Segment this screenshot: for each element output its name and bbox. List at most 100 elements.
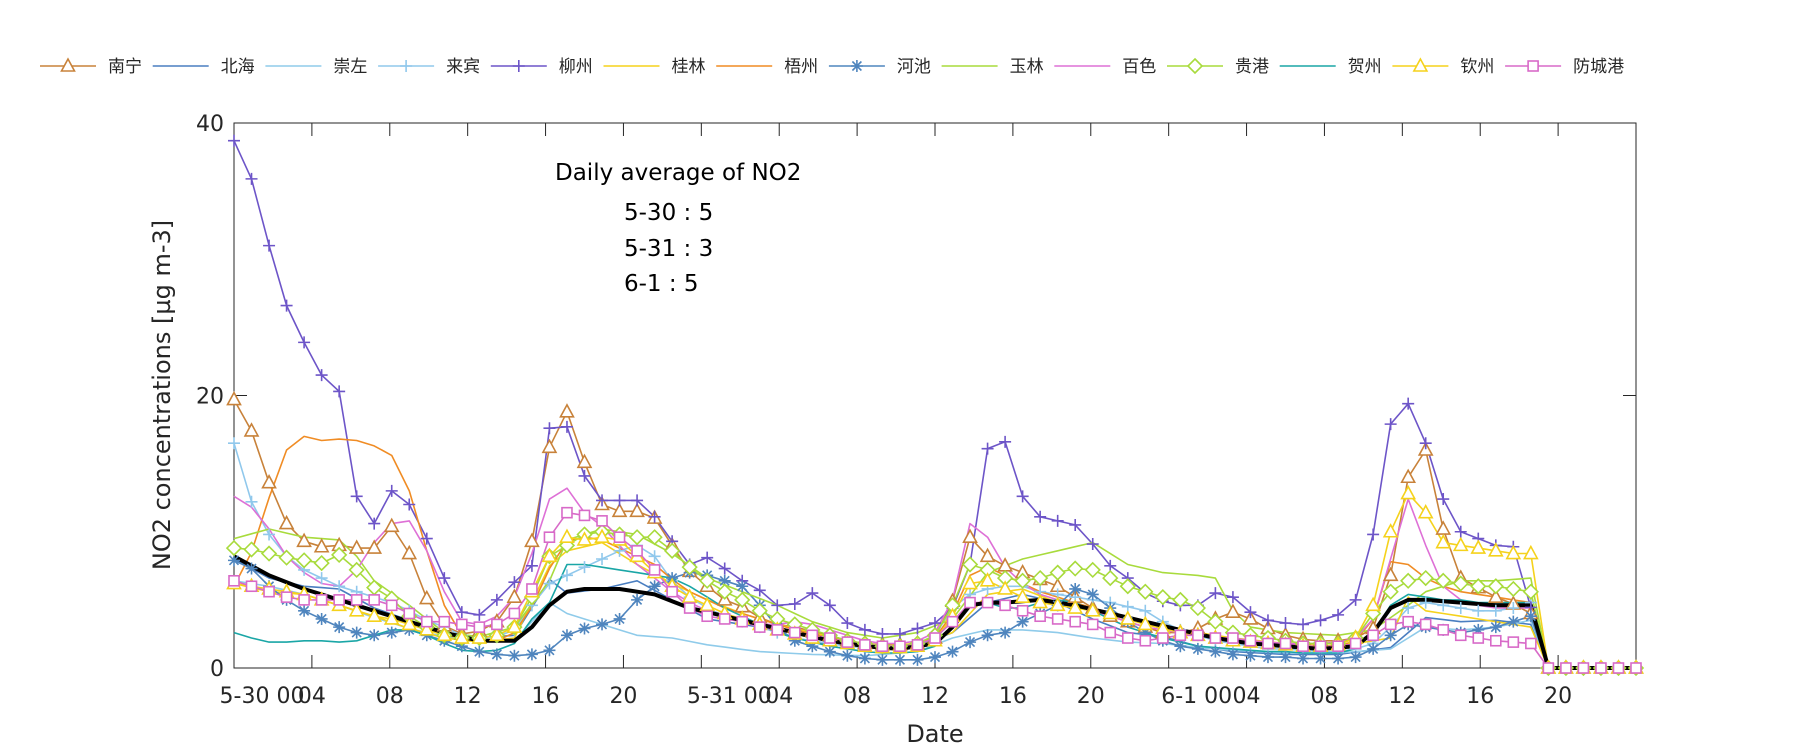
data-point-triangle xyxy=(681,588,698,603)
data-point-triangle xyxy=(506,588,523,603)
data-point-triangle xyxy=(383,517,400,533)
data-point-square xyxy=(894,640,906,653)
data-point-plus xyxy=(245,495,258,508)
data-point-triangle xyxy=(226,390,242,406)
data-point-diamond xyxy=(663,542,681,559)
data-point-plus xyxy=(893,627,906,640)
data-point-plus xyxy=(315,369,328,382)
data-point-asterisk xyxy=(648,580,661,593)
legend-entry-13: 防城港 xyxy=(1505,57,1624,77)
data-point-diamond xyxy=(1067,560,1084,577)
data-point-square xyxy=(1016,604,1029,617)
series-markers-13 xyxy=(228,506,1642,674)
data-point-diamond xyxy=(699,572,716,589)
x-tick-label: 12 xyxy=(1388,684,1416,709)
data-point-square xyxy=(1595,662,1607,674)
legend-entry-3: 来宾 xyxy=(378,57,480,77)
legend-label: 河池 xyxy=(897,57,931,77)
legend-label: 北海 xyxy=(221,57,255,77)
data-point-plus xyxy=(613,544,626,557)
data-point-triangle xyxy=(1084,602,1101,617)
data-point-plus xyxy=(1104,559,1117,572)
data-point-plus xyxy=(1244,606,1257,619)
data-point-triangle xyxy=(559,528,575,544)
data-point-triangle xyxy=(418,589,435,605)
data-point-diamond xyxy=(1435,572,1452,589)
data-point-asterisk xyxy=(1244,649,1257,662)
data-point-plus xyxy=(911,622,924,635)
y-tick-label: 0 xyxy=(210,657,224,682)
data-point-square xyxy=(1454,629,1467,642)
x-tick-label: 16 xyxy=(1466,684,1494,709)
data-point-square xyxy=(315,594,328,606)
data-point-plus xyxy=(1419,437,1432,450)
data-point-asterisk xyxy=(1314,652,1327,665)
data-point-square xyxy=(263,585,275,598)
data-point-plus xyxy=(490,593,503,606)
data-point-triangle xyxy=(594,528,610,544)
data-point-plus xyxy=(1367,528,1380,541)
data-point-plus xyxy=(753,584,766,597)
data-point-asterisk xyxy=(543,644,556,657)
data-point-square xyxy=(1297,640,1309,653)
data-point-plus xyxy=(560,569,573,582)
data-point-plus xyxy=(455,606,468,619)
x-tick-label: 08 xyxy=(843,684,871,709)
data-point-square xyxy=(333,594,345,606)
data-point-asterisk xyxy=(1086,588,1099,601)
data-point-plus xyxy=(596,494,609,507)
data-point-triangle xyxy=(1470,539,1487,554)
data-point-asterisk xyxy=(245,562,258,575)
data-point-square xyxy=(543,531,556,544)
data-point-asterisk xyxy=(315,612,328,625)
data-point-plus xyxy=(512,60,525,72)
data-point-square xyxy=(1437,624,1450,636)
legend-label: 崇左 xyxy=(333,57,367,77)
data-point-asterisk xyxy=(1069,582,1082,595)
data-point-plus xyxy=(631,494,644,507)
data-point-plus xyxy=(263,239,276,252)
data-point-asterisk xyxy=(1507,615,1520,628)
legend-label: 柳州 xyxy=(559,57,593,77)
data-point-asterisk xyxy=(490,648,503,661)
y-axis-label: NO2 concentrations [µg m-3] xyxy=(148,220,176,570)
data-point-square xyxy=(385,599,398,612)
data-point-asterisk xyxy=(596,618,609,631)
data-point-diamond xyxy=(1452,575,1469,592)
data-point-square xyxy=(596,515,608,527)
data-point-plus xyxy=(1034,510,1047,523)
x-tick-label: 12 xyxy=(921,684,949,709)
legend-label: 桂林 xyxy=(672,57,706,77)
data-point-plus xyxy=(1437,493,1450,506)
data-point-triangle xyxy=(1412,57,1429,72)
data-point-square xyxy=(578,509,591,522)
data-point-square xyxy=(1560,662,1572,674)
daily-average-annotation: Daily average of NO2 5-30 : 5 5-31 : 3 6… xyxy=(555,160,801,297)
data-point-square xyxy=(736,615,749,628)
data-point-triangle xyxy=(243,422,260,437)
data-point-square xyxy=(753,621,766,633)
data-point-square xyxy=(526,583,538,595)
data-point-asterisk xyxy=(455,640,468,653)
data-point-plus xyxy=(1472,604,1485,617)
data-point-asterisk xyxy=(525,648,538,661)
data-point-square xyxy=(1086,618,1099,631)
data-point-diamond xyxy=(1470,578,1487,595)
data-point-square xyxy=(438,615,451,628)
data-point-diamond xyxy=(1186,57,1204,75)
data-point-triangle xyxy=(1102,604,1119,620)
legend-label: 百色 xyxy=(1122,57,1156,77)
data-point-plus xyxy=(1454,525,1467,538)
data-point-square xyxy=(1490,634,1502,647)
data-point-square xyxy=(1069,615,1081,628)
data-point-plus xyxy=(543,422,556,435)
data-point-plus xyxy=(1507,602,1520,615)
data-point-diamond xyxy=(1207,613,1224,630)
data-point-triangle xyxy=(436,626,453,642)
data-point-plus xyxy=(806,587,819,600)
data-point-square xyxy=(1279,637,1292,650)
data-point-square xyxy=(929,632,941,644)
data-point-plus xyxy=(438,572,451,585)
data-point-square xyxy=(1577,662,1590,674)
data-point-plus xyxy=(648,550,661,563)
